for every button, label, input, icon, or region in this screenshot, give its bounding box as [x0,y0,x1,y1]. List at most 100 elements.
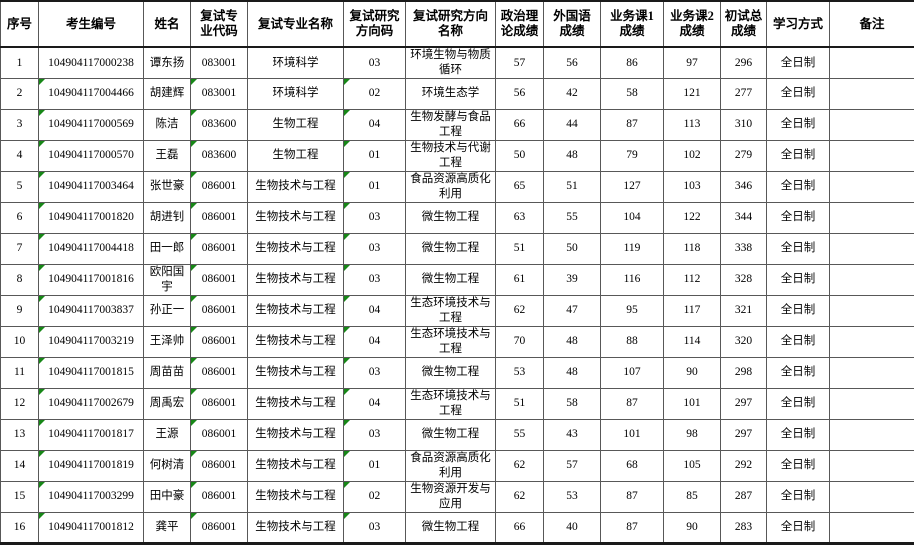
cell-name[interactable]: 张世豪 [143,170,191,203]
cell-major-name[interactable]: 生物技术与工程 [247,232,344,265]
cell-politics-score[interactable]: 70 [495,325,544,358]
cell-name[interactable]: 王磊 [143,139,191,172]
cell-total-score[interactable]: 344 [720,201,767,234]
col-header-direction-code[interactable]: 复试研究 方向码 [343,0,406,48]
cell-study-mode[interactable]: 全日制 [766,449,830,482]
cell-politics-score[interactable]: 65 [495,170,544,203]
cell-direction-code[interactable]: 04 [343,325,406,358]
cell-candidate-no[interactable]: 104904117001817 [38,418,144,451]
cell-study-mode[interactable]: 全日制 [766,480,830,513]
col-header-total[interactable]: 初试总 成绩 [720,0,767,48]
cell-politics-score[interactable]: 66 [495,511,544,544]
cell-major-code[interactable]: 086001 [190,232,248,265]
cell-course2-score[interactable]: 122 [663,201,721,234]
cell-course1-score[interactable]: 68 [600,449,664,482]
cell-seq[interactable]: 2 [0,77,39,110]
cell-study-mode[interactable]: 全日制 [766,108,830,141]
cell-total-score[interactable]: 298 [720,356,767,389]
cell-total-score[interactable]: 279 [720,139,767,172]
cell-course1-score[interactable]: 107 [600,356,664,389]
cell-name[interactable]: 王泽帅 [143,325,191,358]
cell-course1-score[interactable]: 116 [600,263,664,296]
cell-direction-code[interactable]: 04 [343,387,406,420]
cell-major-name[interactable]: 生物技术与工程 [247,294,344,327]
cell-study-mode[interactable]: 全日制 [766,294,830,327]
cell-name[interactable]: 龚平 [143,511,191,544]
cell-course1-score[interactable]: 87 [600,108,664,141]
cell-foreign-score[interactable]: 51 [543,170,601,203]
cell-foreign-score[interactable]: 43 [543,418,601,451]
cell-major-code[interactable]: 086001 [190,449,248,482]
cell-total-score[interactable]: 328 [720,263,767,296]
cell-direction-name[interactable]: 生物技术与代谢工程 [405,139,496,172]
cell-study-mode[interactable]: 全日制 [766,201,830,234]
col-header-major-name[interactable]: 复试专业名称 [247,0,344,48]
cell-major-name[interactable]: 生物工程 [247,108,344,141]
cell-total-score[interactable]: 297 [720,418,767,451]
cell-direction-code[interactable]: 03 [343,356,406,389]
cell-politics-score[interactable]: 62 [495,449,544,482]
col-header-major-code[interactable]: 复试专 业代码 [190,0,248,48]
col-header-course2[interactable]: 业务课2 成绩 [663,0,721,48]
cell-candidate-no[interactable]: 104904117001819 [38,449,144,482]
cell-direction-code[interactable]: 04 [343,108,406,141]
cell-name[interactable]: 周苗苗 [143,356,191,389]
cell-remark[interactable] [829,294,914,327]
cell-seq[interactable]: 9 [0,294,39,327]
cell-study-mode[interactable]: 全日制 [766,418,830,451]
cell-direction-name[interactable]: 生物资源开发与应用 [405,480,496,513]
cell-foreign-score[interactable]: 48 [543,139,601,172]
cell-remark[interactable] [829,170,914,203]
cell-direction-code[interactable]: 03 [343,46,406,79]
cell-name[interactable]: 胡建辉 [143,77,191,110]
cell-direction-name[interactable]: 微生物工程 [405,232,496,265]
cell-study-mode[interactable]: 全日制 [766,325,830,358]
cell-course2-score[interactable]: 113 [663,108,721,141]
cell-direction-name[interactable]: 微生物工程 [405,511,496,544]
cell-direction-name[interactable]: 食品资源高质化利用 [405,170,496,203]
cell-course1-score[interactable]: 87 [600,480,664,513]
cell-direction-name[interactable]: 环境生物与物质循环 [405,46,496,79]
cell-remark[interactable] [829,325,914,358]
cell-name[interactable]: 何树清 [143,449,191,482]
cell-politics-score[interactable]: 50 [495,139,544,172]
cell-course2-score[interactable]: 103 [663,170,721,203]
cell-direction-code[interactable]: 03 [343,263,406,296]
cell-total-score[interactable]: 292 [720,449,767,482]
cell-foreign-score[interactable]: 48 [543,356,601,389]
cell-major-code[interactable]: 086001 [190,511,248,544]
cell-foreign-score[interactable]: 53 [543,480,601,513]
cell-direction-name[interactable]: 微生物工程 [405,201,496,234]
col-header-seq[interactable]: 序号 [0,0,39,48]
cell-major-code[interactable]: 086001 [190,263,248,296]
cell-major-name[interactable]: 生物技术与工程 [247,449,344,482]
cell-major-name[interactable]: 生物技术与工程 [247,480,344,513]
cell-total-score[interactable]: 287 [720,480,767,513]
cell-direction-name[interactable]: 生态环境技术与工程 [405,387,496,420]
cell-seq[interactable]: 11 [0,356,39,389]
cell-major-name[interactable]: 环境科学 [247,46,344,79]
cell-course2-score[interactable]: 101 [663,387,721,420]
cell-candidate-no[interactable]: 104904117004418 [38,232,144,265]
cell-total-score[interactable]: 277 [720,77,767,110]
cell-foreign-score[interactable]: 44 [543,108,601,141]
cell-politics-score[interactable]: 51 [495,387,544,420]
cell-foreign-score[interactable]: 40 [543,511,601,544]
cell-study-mode[interactable]: 全日制 [766,232,830,265]
cell-seq[interactable]: 12 [0,387,39,420]
cell-course1-score[interactable]: 58 [600,77,664,110]
cell-foreign-score[interactable]: 47 [543,294,601,327]
cell-remark[interactable] [829,418,914,451]
col-header-direction-name[interactable]: 复试研究方向 名称 [405,0,496,48]
cell-study-mode[interactable]: 全日制 [766,356,830,389]
cell-seq[interactable]: 3 [0,108,39,141]
cell-study-mode[interactable]: 全日制 [766,263,830,296]
cell-major-code[interactable]: 083001 [190,46,248,79]
cell-total-score[interactable]: 296 [720,46,767,79]
cell-remark[interactable] [829,232,914,265]
cell-course1-score[interactable]: 88 [600,325,664,358]
cell-candidate-no[interactable]: 104904117000569 [38,108,144,141]
cell-course2-score[interactable]: 85 [663,480,721,513]
cell-name[interactable]: 田一郎 [143,232,191,265]
cell-name[interactable]: 王源 [143,418,191,451]
